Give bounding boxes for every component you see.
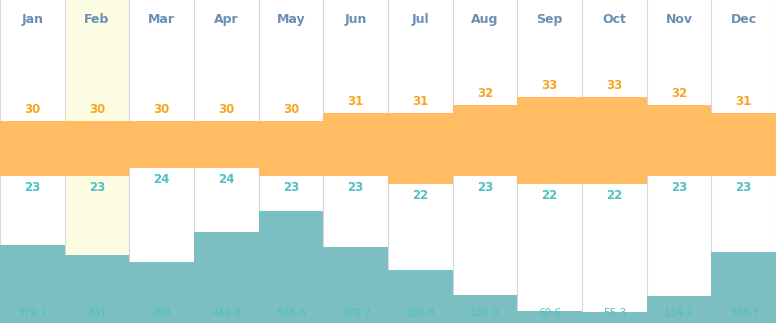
Text: 30: 30	[24, 103, 40, 116]
Text: Sep: Sep	[536, 13, 563, 26]
Bar	[130, 120, 194, 168]
Bar	[712, 252, 776, 323]
Bar	[258, 211, 324, 323]
Text: Oct: Oct	[602, 13, 626, 26]
Text: 370.7: 370.7	[341, 308, 371, 318]
Text: 30: 30	[154, 103, 170, 116]
Text: 32: 32	[477, 87, 493, 100]
Text: Mar: Mar	[148, 13, 175, 26]
Text: 22: 22	[412, 189, 428, 202]
Bar	[582, 97, 646, 184]
Bar	[258, 0, 324, 323]
Text: 22: 22	[542, 189, 558, 202]
Text: 23: 23	[283, 181, 299, 194]
Text: Aug: Aug	[471, 13, 499, 26]
Text: 60.6: 60.6	[538, 308, 561, 318]
Bar	[388, 0, 452, 323]
Bar	[258, 120, 324, 176]
Text: Jan: Jan	[21, 13, 43, 26]
Bar	[0, 120, 64, 176]
Text: Dec: Dec	[731, 13, 757, 26]
Text: 30: 30	[89, 103, 105, 116]
Bar	[646, 0, 712, 323]
Bar	[582, 0, 646, 323]
Text: 23: 23	[671, 181, 687, 194]
Bar	[646, 296, 712, 323]
Text: 33: 33	[542, 79, 558, 92]
Bar	[452, 295, 518, 323]
Text: 30: 30	[218, 103, 234, 116]
Bar	[646, 105, 712, 176]
Bar	[324, 247, 388, 323]
Bar	[0, 0, 64, 323]
Text: Feb: Feb	[85, 13, 109, 26]
Text: 24: 24	[154, 173, 170, 186]
Bar	[194, 120, 258, 168]
Text: 32: 32	[671, 87, 687, 100]
Bar	[64, 120, 130, 176]
Text: 22: 22	[606, 189, 622, 202]
Text: Apr: Apr	[214, 13, 239, 26]
Text: 138.9: 138.9	[470, 308, 500, 318]
Bar	[712, 113, 776, 176]
Text: 33: 33	[606, 79, 622, 92]
Text: 23: 23	[24, 181, 40, 194]
Text: 331: 331	[87, 308, 107, 318]
Text: Jul: Jul	[411, 13, 429, 26]
Text: 23: 23	[89, 181, 105, 194]
Bar	[518, 0, 582, 323]
Text: 23: 23	[736, 181, 752, 194]
Text: 256.8: 256.8	[405, 308, 435, 318]
Text: 31: 31	[412, 95, 428, 108]
Text: 23: 23	[348, 181, 364, 194]
Bar	[194, 233, 258, 323]
Text: 30: 30	[283, 103, 299, 116]
Text: 55.3: 55.3	[603, 308, 626, 318]
Bar	[388, 113, 452, 184]
Text: 348.3: 348.3	[729, 308, 759, 318]
Text: 24: 24	[218, 173, 234, 186]
Text: 31: 31	[348, 95, 364, 108]
Bar	[0, 245, 64, 323]
Bar	[452, 105, 518, 176]
Text: 134.2: 134.2	[664, 308, 694, 318]
Bar	[130, 0, 194, 323]
Bar	[518, 311, 582, 323]
Text: 23: 23	[477, 181, 493, 194]
Bar	[388, 270, 452, 323]
Text: Jun: Jun	[345, 13, 367, 26]
Bar	[452, 0, 518, 323]
Text: 379.1: 379.1	[17, 308, 47, 318]
Bar	[130, 262, 194, 323]
Bar	[64, 255, 130, 323]
Text: 298: 298	[152, 308, 171, 318]
Bar	[324, 0, 388, 323]
Text: 442.8: 442.8	[211, 308, 241, 318]
Bar	[712, 0, 776, 323]
Text: Nov: Nov	[666, 13, 692, 26]
Text: May: May	[277, 13, 305, 26]
Bar	[64, 0, 130, 323]
Bar	[518, 97, 582, 184]
Bar	[194, 0, 258, 323]
Bar	[324, 113, 388, 176]
Text: 31: 31	[736, 95, 752, 108]
Bar	[582, 312, 646, 323]
Text: 548.6: 548.6	[276, 308, 306, 318]
